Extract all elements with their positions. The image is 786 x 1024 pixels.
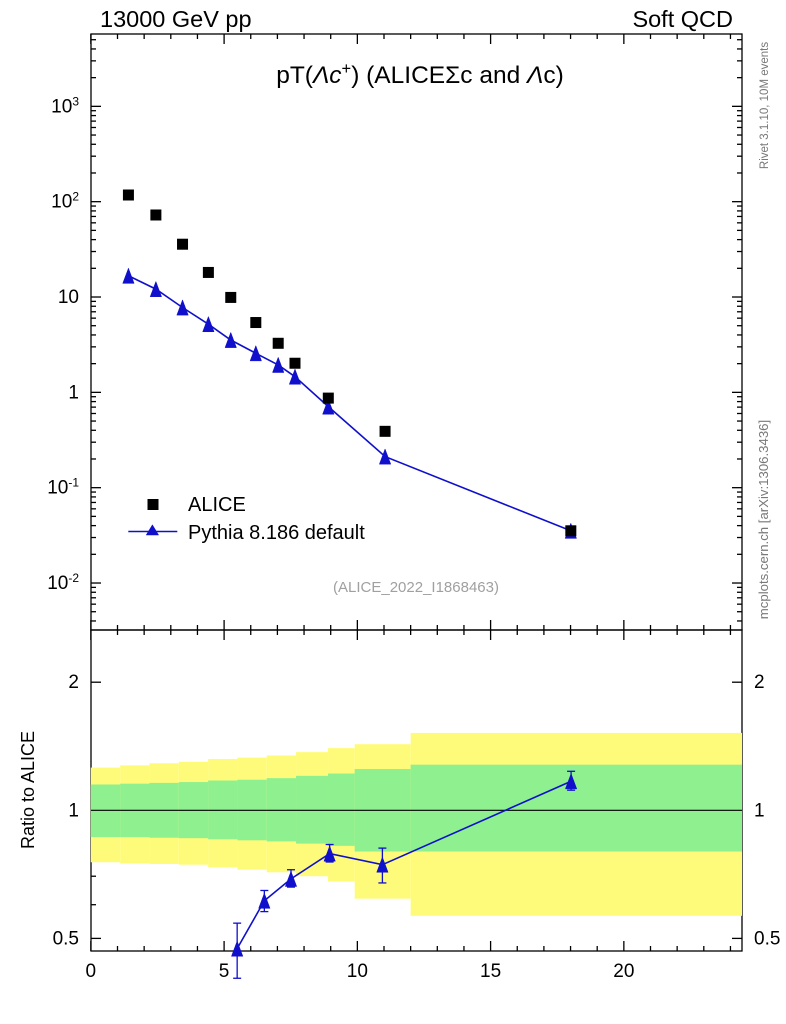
svg-text:0.5: 0.5 xyxy=(754,928,780,949)
svg-text:10: 10 xyxy=(347,961,368,982)
svg-text:mcplots.cern.ch [arXiv:1306.34: mcplots.cern.ch [arXiv:1306.3436] xyxy=(756,420,771,619)
svg-text:2: 2 xyxy=(754,672,765,693)
svg-text:1: 1 xyxy=(68,382,79,403)
svg-text:15: 15 xyxy=(480,961,501,982)
svg-text:ALICE: ALICE xyxy=(188,494,246,516)
svg-text:Pythia 8.186 default: Pythia 8.186 default xyxy=(188,522,365,544)
svg-text:Soft QCD: Soft QCD xyxy=(632,6,733,32)
svg-text:0: 0 xyxy=(86,961,97,982)
svg-text:Rivet 3.1.10, 10M events: Rivet 3.1.10, 10M events xyxy=(759,42,771,169)
svg-text:pT(Λc+) (ALICEΣc and Λc): pT(Λc+) (ALICEΣc and Λc) xyxy=(276,60,564,89)
svg-text:(ALICE_2022_I1868463): (ALICE_2022_I1868463) xyxy=(333,579,499,596)
svg-text:20: 20 xyxy=(613,961,634,982)
svg-text:1: 1 xyxy=(68,800,79,821)
svg-text:Ratio to ALICE: Ratio to ALICE xyxy=(18,731,38,849)
svg-text:2: 2 xyxy=(68,672,79,693)
svg-text:10: 10 xyxy=(58,287,79,308)
svg-text:13000 GeV pp: 13000 GeV pp xyxy=(100,6,252,32)
svg-text:1: 1 xyxy=(754,800,765,821)
svg-text:0.5: 0.5 xyxy=(53,928,79,949)
svg-text:5: 5 xyxy=(219,961,230,982)
